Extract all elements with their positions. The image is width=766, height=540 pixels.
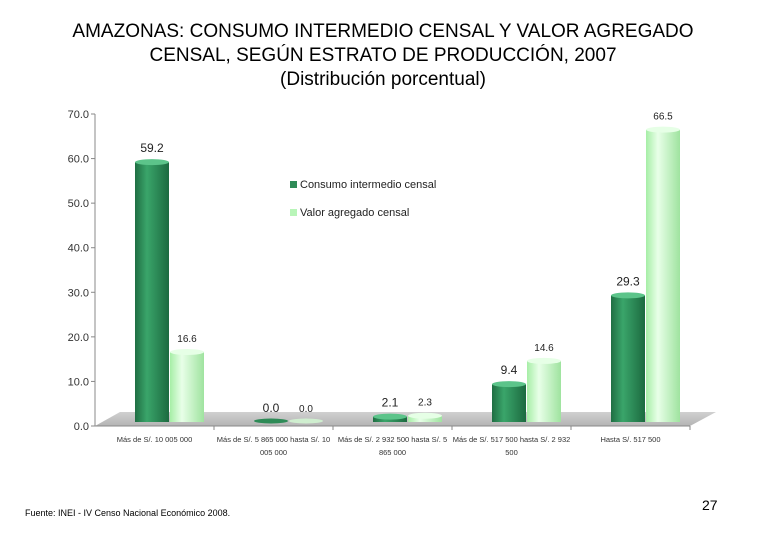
data-label: 59.2	[140, 141, 164, 155]
x-tick-label: Más de S/. 2 932 500 hasta S/. 5	[338, 435, 447, 444]
bar-valor-3	[527, 360, 561, 422]
y-tick-label: 40.0	[68, 243, 89, 255]
bar-valor-2	[408, 415, 442, 422]
data-label: 0.0	[299, 404, 313, 415]
x-tick-label: Más de S/. 10 005 000	[117, 435, 192, 444]
chart-title: AMAZONAS: CONSUMO INTERMEDIO CENSAL Y VA…	[0, 20, 766, 92]
y-tick-label: 70.0	[68, 109, 89, 121]
bar-valor-0	[170, 352, 204, 422]
bar-top-cap	[170, 349, 204, 356]
x-tick-label: 865 000	[379, 448, 406, 457]
data-label: 0.0	[263, 401, 280, 415]
data-label: 16.6	[177, 334, 197, 345]
x-tick-label: Hasta S/. 517 500	[600, 435, 660, 444]
legend-label-1: Valor agregado censal	[300, 207, 409, 219]
data-label: 14.6	[534, 343, 554, 354]
bar-consumo-0	[135, 162, 169, 422]
data-label: 9.4	[501, 363, 518, 377]
data-label: 2.3	[418, 398, 432, 409]
y-tick-label: 10.0	[68, 376, 89, 388]
bar-consumo-1	[254, 418, 288, 424]
data-label: 2.1	[382, 396, 399, 410]
bar-top-cap	[611, 292, 645, 299]
page-number: 27	[702, 497, 718, 513]
bar-valor-1	[289, 418, 323, 424]
x-tick-label: Más de S/. 5 865 000 hasta S/. 10	[217, 435, 330, 444]
title-line-2: CENSAL, SEGÚN ESTRATO DE PRODUCCIÓN, 200…	[149, 45, 617, 66]
legend-swatch-0	[290, 181, 297, 188]
title-line-1: AMAZONAS: CONSUMO INTERMEDIO CENSAL Y VA…	[72, 21, 694, 42]
x-tick-label: 005 000	[260, 448, 287, 457]
x-tick-label: 500	[505, 448, 518, 457]
legend-label-0: Consumo intermedio censal	[300, 179, 436, 191]
bar-consumo-4	[611, 295, 645, 422]
y-tick-label: 20.0	[68, 332, 89, 344]
bar-top-cap	[527, 357, 561, 364]
source-note: Fuente: INEI - IV Censo Nacional Económi…	[25, 508, 231, 518]
bar-top-cap	[373, 413, 407, 420]
legend-swatch-1	[290, 209, 297, 216]
title-subtitle: (Distribución porcentual)	[280, 69, 486, 90]
bar-top-cap	[492, 381, 526, 388]
data-label: 29.3	[616, 274, 640, 288]
bar-top-cap	[646, 126, 680, 133]
y-tick-label: 60.0	[68, 154, 89, 166]
bar-consumo-3	[492, 384, 526, 422]
bar-top-cap	[135, 159, 169, 166]
x-tick-label: Más de S/. 517 500 hasta S/. 2 932	[453, 435, 571, 444]
bar-valor-4	[646, 129, 680, 422]
data-label: 66.5	[653, 112, 673, 123]
bar-top-cap	[408, 412, 442, 419]
y-tick-label: 50.0	[68, 198, 89, 210]
y-tick-label: 30.0	[68, 287, 89, 299]
y-tick-label: 0.0	[74, 421, 89, 433]
